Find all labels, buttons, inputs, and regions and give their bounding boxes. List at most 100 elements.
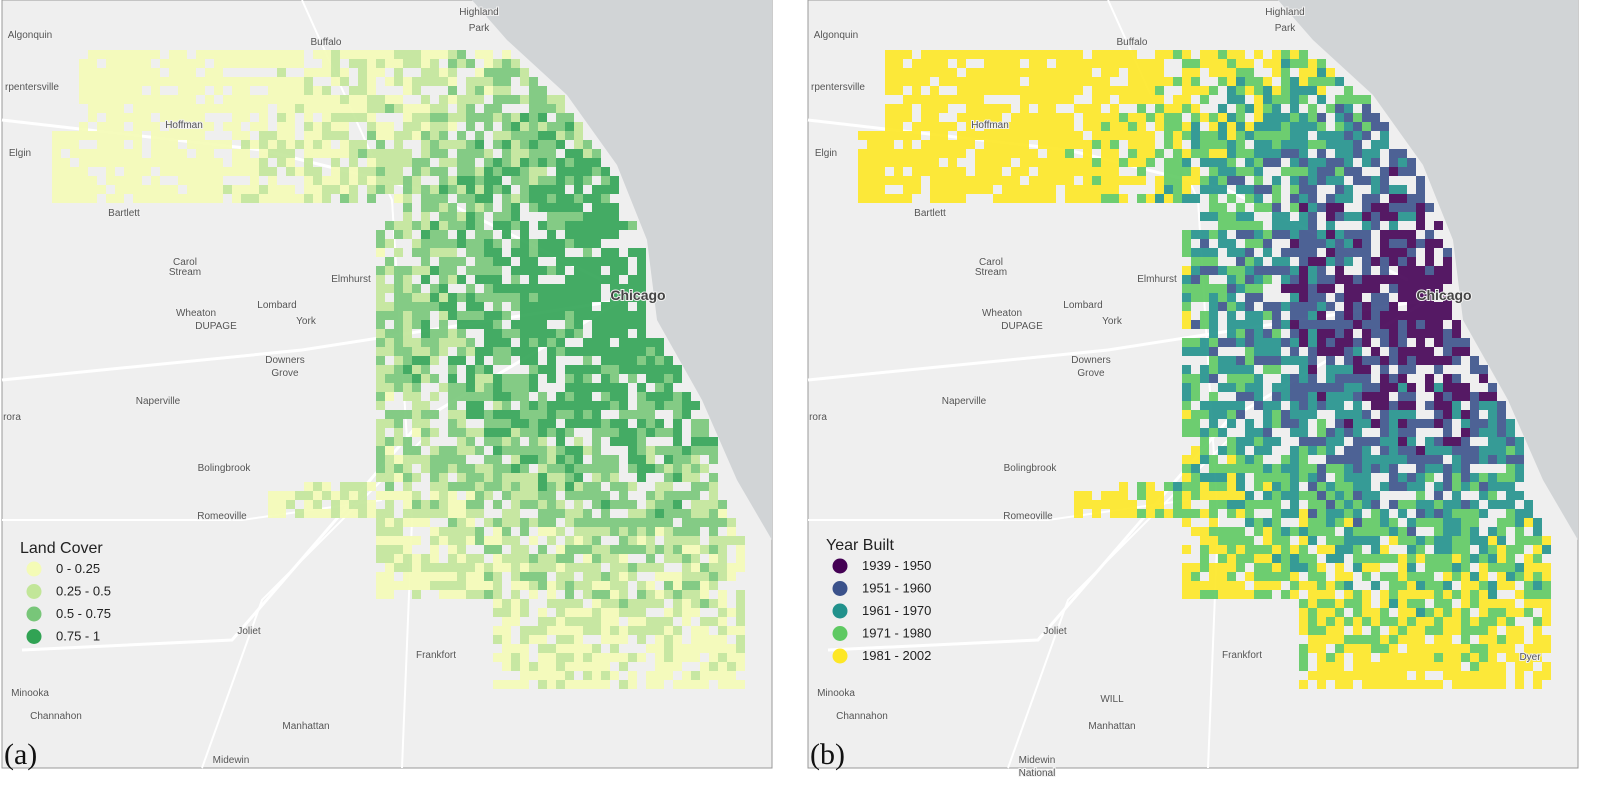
map-cell bbox=[529, 77, 538, 86]
map-cell bbox=[736, 662, 745, 671]
map-cell bbox=[1362, 95, 1371, 104]
map-cell bbox=[1083, 194, 1092, 203]
map-cell bbox=[1461, 446, 1470, 455]
map-cell bbox=[628, 500, 637, 509]
map-cell bbox=[1380, 185, 1389, 194]
map-cell bbox=[1227, 554, 1236, 563]
map-cell bbox=[1443, 482, 1452, 491]
map-cell bbox=[1065, 122, 1074, 131]
map-cell bbox=[520, 455, 529, 464]
map-cell bbox=[133, 122, 142, 131]
map-cell bbox=[1470, 365, 1479, 374]
map-cell bbox=[565, 149, 574, 158]
map-cell bbox=[1506, 491, 1515, 500]
map-cell bbox=[646, 680, 655, 689]
map-cell bbox=[376, 293, 385, 302]
map-cell bbox=[1209, 392, 1218, 401]
map-cell bbox=[475, 176, 484, 185]
map-cell bbox=[475, 365, 484, 374]
map-cell bbox=[187, 104, 196, 113]
map-cell bbox=[421, 311, 430, 320]
map-cell bbox=[61, 131, 70, 140]
map-cell bbox=[1353, 671, 1362, 680]
map-cell bbox=[556, 167, 565, 176]
place-label: National bbox=[1019, 768, 1056, 779]
map-cell bbox=[1218, 239, 1227, 248]
map-cell bbox=[529, 140, 538, 149]
map-cell bbox=[1506, 572, 1515, 581]
map-cell bbox=[1299, 149, 1308, 158]
map-cell bbox=[1245, 275, 1254, 284]
map-cell bbox=[394, 95, 403, 104]
map-cell bbox=[1335, 95, 1344, 104]
map-cell bbox=[1407, 599, 1416, 608]
map-cell bbox=[412, 176, 421, 185]
map-cell bbox=[1272, 500, 1281, 509]
map-cell bbox=[277, 50, 286, 59]
map-cell bbox=[1443, 383, 1452, 392]
map-cell bbox=[214, 104, 223, 113]
map-cell bbox=[1335, 482, 1344, 491]
map-cell bbox=[412, 311, 421, 320]
map-cell bbox=[1344, 509, 1353, 518]
map-cell bbox=[556, 464, 565, 473]
map-cell bbox=[1362, 275, 1371, 284]
map-cell bbox=[1353, 149, 1362, 158]
map-cell bbox=[1074, 131, 1083, 140]
map-cell bbox=[1416, 311, 1425, 320]
map-cell bbox=[430, 284, 439, 293]
map-cell bbox=[1344, 149, 1353, 158]
map-cell bbox=[610, 572, 619, 581]
map-cell bbox=[502, 527, 511, 536]
map-cell bbox=[1263, 59, 1272, 68]
map-cell bbox=[1020, 104, 1029, 113]
map-cell bbox=[376, 266, 385, 275]
map-cell bbox=[1218, 221, 1227, 230]
map-cell bbox=[214, 176, 223, 185]
map-cell bbox=[88, 113, 97, 122]
map-cell bbox=[385, 311, 394, 320]
map-cell bbox=[736, 617, 745, 626]
map-cell bbox=[313, 149, 322, 158]
map-cell bbox=[876, 158, 885, 167]
map-cell bbox=[484, 437, 493, 446]
map-cell bbox=[484, 311, 493, 320]
map-cell bbox=[1335, 140, 1344, 149]
map-cell bbox=[709, 572, 718, 581]
map-cell bbox=[187, 167, 196, 176]
map-cell bbox=[547, 212, 556, 221]
map-cell bbox=[574, 149, 583, 158]
map-cell bbox=[1398, 374, 1407, 383]
map-cell bbox=[939, 122, 948, 131]
map-cell bbox=[1398, 320, 1407, 329]
map-cell bbox=[1029, 95, 1038, 104]
map-cell bbox=[1488, 437, 1497, 446]
map-cell bbox=[1308, 239, 1317, 248]
map-cell bbox=[1245, 419, 1254, 428]
map-cell bbox=[718, 536, 727, 545]
map-cell bbox=[1488, 491, 1497, 500]
map-cell bbox=[349, 140, 358, 149]
map-cell bbox=[655, 518, 664, 527]
place-label: Romeoville bbox=[197, 511, 247, 522]
map-cell bbox=[601, 608, 610, 617]
map-cell bbox=[601, 473, 610, 482]
map-cell bbox=[394, 329, 403, 338]
map-cell bbox=[466, 500, 475, 509]
map-cell bbox=[1524, 563, 1533, 572]
map-cell bbox=[1200, 158, 1209, 167]
map-cell bbox=[718, 545, 727, 554]
map-cell bbox=[268, 194, 277, 203]
map-cell bbox=[700, 572, 709, 581]
map-cell bbox=[1389, 311, 1398, 320]
map-cell bbox=[1263, 77, 1272, 86]
map-cell bbox=[583, 338, 592, 347]
map-cell bbox=[1407, 446, 1416, 455]
map-cell bbox=[556, 653, 565, 662]
map-cell bbox=[1326, 401, 1335, 410]
map-cell bbox=[1254, 347, 1263, 356]
map-cell bbox=[1362, 653, 1371, 662]
map-cell bbox=[484, 167, 493, 176]
map-cell bbox=[349, 158, 358, 167]
map-cell bbox=[304, 491, 313, 500]
